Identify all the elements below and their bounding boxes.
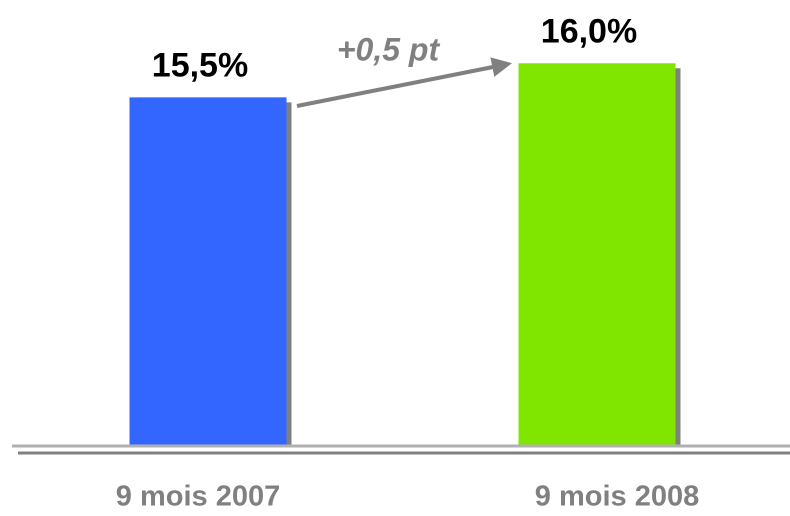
arrow xyxy=(296,57,512,108)
value-label: 15,5% xyxy=(152,46,248,84)
x-tick-label: 9 mois 2008 xyxy=(535,481,699,513)
x-tick-label: 9 mois 2007 xyxy=(116,481,280,513)
annotation: +0,5 pt xyxy=(337,31,441,67)
value-label: 16,0% xyxy=(541,12,637,50)
bar xyxy=(129,97,287,445)
bar xyxy=(518,63,676,446)
